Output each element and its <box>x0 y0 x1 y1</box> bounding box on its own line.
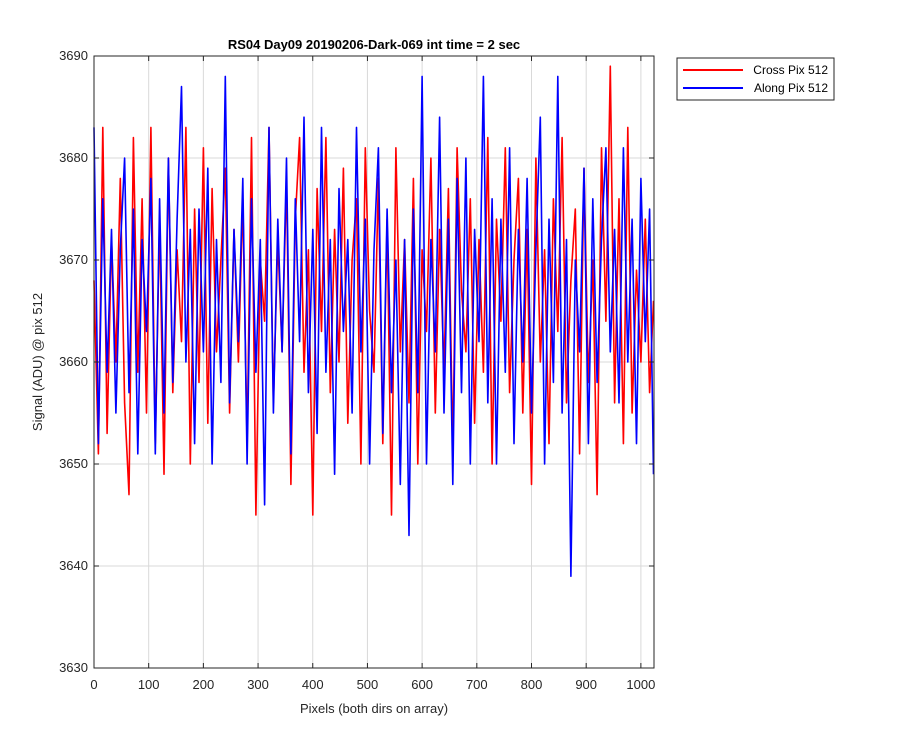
legend-box <box>676 57 835 101</box>
x-tick-label: 800 <box>521 677 543 692</box>
y-tick-label: 3660 <box>59 354 88 369</box>
y-axis-label: Signal (ADU) @ pix 512 <box>30 293 45 431</box>
legend-label: Along Pix 512 <box>754 81 828 95</box>
series-layer <box>93 65 655 578</box>
x-tick-label: 1000 <box>626 677 655 692</box>
y-tick-label: 3630 <box>59 660 88 675</box>
x-tick-label: 100 <box>138 677 160 692</box>
y-tick-label: 3650 <box>59 456 88 471</box>
legend-label: Cross Pix 512 <box>753 63 828 77</box>
x-tick-label: 0 <box>90 677 97 692</box>
y-tick-label: 3680 <box>59 150 88 165</box>
x-tick-label: 700 <box>466 677 488 692</box>
y-tick-label: 3670 <box>59 252 88 267</box>
x-tick-label: 500 <box>357 677 379 692</box>
x-tick-label: 900 <box>575 677 597 692</box>
ticks: 0 100 200 300 400 500 600 700 800 900 1000 3630 3640… <box>59 48 655 692</box>
x-axis-label: Pixels (both dirs on array) <box>300 701 448 716</box>
x-tick-label: 600 <box>411 677 433 692</box>
y-tick-label: 3640 <box>59 558 88 573</box>
x-tick-label: 400 <box>302 677 324 692</box>
x-tick-label: 300 <box>247 677 269 692</box>
x-tick-label: 200 <box>193 677 215 692</box>
legend: Cross Pix 512 Along Pix 512 <box>676 57 835 101</box>
y-tick-label: 3690 <box>59 48 88 63</box>
series-line-1 <box>93 65 655 516</box>
series-line-2 <box>93 75 655 578</box>
chart-title: RS04 Day09 20190206-Dark-069 int time = … <box>228 37 520 52</box>
